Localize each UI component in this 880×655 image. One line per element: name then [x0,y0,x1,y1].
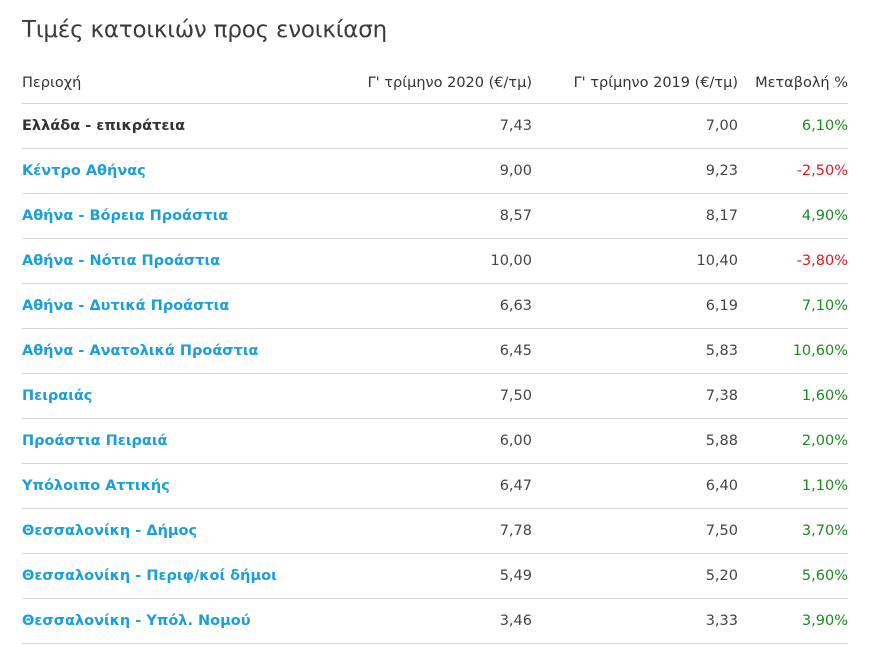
cell-q2019: 3,33 [532,598,738,644]
header-q2020: Γ' τρίμηνο 2020 (€/τμ) [312,62,532,104]
header-change: Μεταβολή % [738,62,848,104]
cell-q2020: 7,78 [312,508,532,554]
region-link[interactable]: Κέντρο Αθήνας [22,163,146,179]
cell-region: Αθήνα - Νότια Προάστια [22,238,312,284]
table-row: Προάστια Πειραιά 6,00 5,88 2,00% [22,418,848,464]
cell-region: Ελλάδα - επικράτεια [22,103,312,149]
region-link[interactable]: Υπόλοιπο Αττικής [22,478,170,494]
cell-q2020: 8,57 [312,193,532,239]
table-row: Θεσσαλονίκη - Περιφ/κοί δήμοι 5,49 5,20 5,6… [22,553,848,599]
cell-change: 5,60% [738,553,848,599]
cell-q2020: 6,63 [312,283,532,329]
table-row: Υπόλοιπο Αττικής 6,47 6,40 1,10% [22,463,848,509]
page-title: Τιμές κατοικιών προς ενοικίαση [22,17,387,43]
cell-q2019: 7,00 [532,103,738,149]
cell-change: -3,80% [738,238,848,284]
table-row: Αθήνα - Νότια Προάστια 10,00 10,40 -3,80% [22,238,848,284]
cell-region: Αθήνα - Δυτικά Προάστια [22,283,312,329]
cell-region: Προάστια Πειραιά [22,418,312,464]
cell-region: Πειραιάς [22,373,312,419]
cell-q2019: 7,50 [532,508,738,554]
table-row: Αθήνα - Βόρεια Προάστια 8,57 8,17 4,90% [22,193,848,239]
table-row: Αθήνα - Δυτικά Προάστια 6,63 6,19 7,10% [22,283,848,329]
cell-change: 3,70% [738,508,848,554]
rent-prices-table: Περιοχή Γ' τρίμηνο 2020 (€/τμ) Γ' τρίμην… [22,62,848,644]
table-header-row: Περιοχή Γ' τρίμηνο 2020 (€/τμ) Γ' τρίμην… [22,62,848,104]
cell-change: 3,90% [738,598,848,644]
region-label: Ελλάδα - επικράτεια [22,118,186,134]
cell-q2019: 7,38 [532,373,738,419]
cell-region: Θεσσαλονίκη - Δήμος [22,508,312,554]
cell-q2020: 5,49 [312,553,532,599]
cell-region: Αθήνα - Βόρεια Προάστια [22,193,312,239]
cell-q2020: 9,00 [312,148,532,194]
table-row: Πειραιάς 7,50 7,38 1,60% [22,373,848,419]
region-link[interactable]: Θεσσαλονίκη - Περιφ/κοί δήμοι [22,568,277,584]
table-row: Θεσσαλονίκη - Υπόλ. Νομού 3,46 3,33 3,90% [22,598,848,644]
cell-change: 7,10% [738,283,848,329]
cell-q2020: 6,00 [312,418,532,464]
region-link[interactable]: Προάστια Πειραιά [22,433,168,449]
region-link[interactable]: Αθήνα - Νότια Προάστια [22,253,221,269]
header-q2019: Γ' τρίμηνο 2019 (€/τμ) [532,62,738,104]
cell-q2019: 9,23 [532,148,738,194]
cell-q2020: 6,47 [312,463,532,509]
cell-change: 1,60% [738,373,848,419]
table-row: Ελλάδα - επικράτεια 7,43 7,00 6,10% [22,103,848,149]
header-region: Περιοχή [22,62,312,104]
cell-q2019: 6,40 [532,463,738,509]
region-link[interactable]: Αθήνα - Δυτικά Προάστια [22,298,230,314]
cell-change: 2,00% [738,418,848,464]
region-link[interactable]: Πειραιάς [22,388,93,404]
table-body: Ελλάδα - επικράτεια 7,43 7,00 6,10% Κέντρο Α… [22,103,848,644]
table-row: Αθήνα - Ανατολικά Προάστια 6,45 5,83 10,60% [22,328,848,374]
cell-change: 10,60% [738,328,848,374]
cell-q2019: 5,88 [532,418,738,464]
region-link[interactable]: Αθήνα - Ανατολικά Προάστια [22,343,259,359]
cell-change: -2,50% [738,148,848,194]
cell-change: 1,10% [738,463,848,509]
table-row: Θεσσαλονίκη - Δήμος 7,78 7,50 3,70% [22,508,848,554]
cell-region: Αθήνα - Ανατολικά Προάστια [22,328,312,374]
cell-region: Θεσσαλονίκη - Υπόλ. Νομού [22,598,312,644]
cell-q2020: 7,50 [312,373,532,419]
cell-q2020: 7,43 [312,103,532,149]
cell-q2020: 10,00 [312,238,532,284]
cell-q2019: 5,83 [532,328,738,374]
region-link[interactable]: Αθήνα - Βόρεια Προάστια [22,208,229,224]
cell-q2020: 3,46 [312,598,532,644]
cell-region: Κέντρο Αθήνας [22,148,312,194]
cell-change: 4,90% [738,193,848,239]
cell-region: Υπόλοιπο Αττικής [22,463,312,509]
cell-change: 6,10% [738,103,848,149]
cell-region: Θεσσαλονίκη - Περιφ/κοί δήμοι [22,553,312,599]
cell-q2020: 6,45 [312,328,532,374]
cell-q2019: 6,19 [532,283,738,329]
cell-q2019: 10,40 [532,238,738,284]
region-link[interactable]: Θεσσαλονίκη - Δήμος [22,523,198,539]
cell-q2019: 8,17 [532,193,738,239]
region-link[interactable]: Θεσσαλονίκη - Υπόλ. Νομού [22,613,251,629]
cell-q2019: 5,20 [532,553,738,599]
table-row: Κέντρο Αθήνας 9,00 9,23 -2,50% [22,148,848,194]
